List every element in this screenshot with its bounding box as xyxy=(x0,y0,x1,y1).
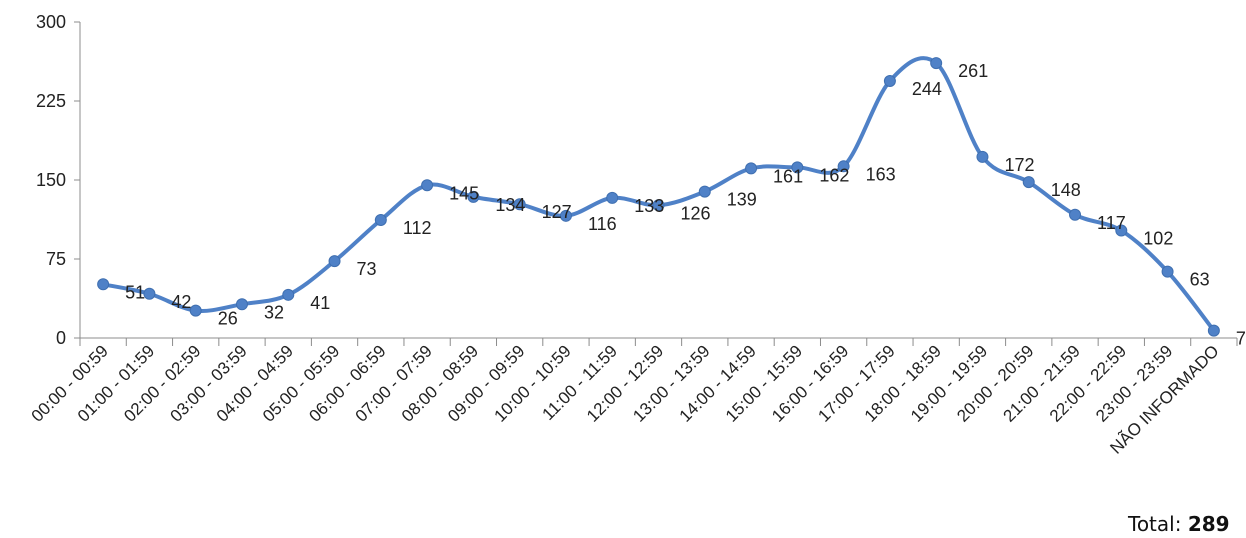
y-tick-label: 150 xyxy=(36,170,66,190)
data-label: 42 xyxy=(171,292,191,312)
data-point xyxy=(374,214,387,227)
data-point xyxy=(559,209,572,222)
y-tick-label: 75 xyxy=(46,249,66,269)
data-label: 244 xyxy=(912,79,942,99)
data-point xyxy=(1069,208,1082,221)
data-point xyxy=(883,74,896,87)
data-label: 32 xyxy=(264,302,284,322)
data-point xyxy=(837,160,850,173)
data-label: 51 xyxy=(125,282,145,302)
data-label: 163 xyxy=(866,164,896,184)
data-point xyxy=(328,255,341,268)
data-label: 117 xyxy=(1097,213,1126,233)
data-label: 116 xyxy=(588,214,617,234)
data-point xyxy=(1022,176,1035,189)
data-label: 172 xyxy=(1004,155,1034,175)
data-label: 127 xyxy=(542,202,572,222)
data-point xyxy=(606,191,619,204)
total-label: Total: xyxy=(1128,512,1182,536)
total-footer: Total: 289 xyxy=(1128,512,1230,536)
data-point xyxy=(976,150,989,163)
data-point xyxy=(513,198,526,211)
data-label: 63 xyxy=(1190,270,1210,290)
data-point xyxy=(467,190,480,203)
data-point xyxy=(1115,224,1128,237)
data-label: 145 xyxy=(449,183,479,203)
data-point xyxy=(97,278,110,291)
chart-data-labels: 51 42 26 32 41 73 112 145 134 127 116 133 126 139 161 1… xyxy=(125,61,1246,349)
data-label: 126 xyxy=(681,203,711,223)
data-point xyxy=(235,298,248,311)
data-point xyxy=(930,57,943,70)
chart-series xyxy=(97,56,1220,337)
data-label: 73 xyxy=(357,259,377,279)
data-point xyxy=(745,162,758,175)
data-label: 161 xyxy=(773,166,803,186)
data-label: 261 xyxy=(958,61,988,81)
y-tick-label: 0 xyxy=(56,328,66,348)
data-label: 148 xyxy=(1051,180,1081,200)
data-point xyxy=(189,304,202,317)
data-label: 162 xyxy=(819,165,849,185)
data-label: 26 xyxy=(218,309,238,329)
data-label: 102 xyxy=(1143,229,1173,249)
data-point xyxy=(698,185,711,198)
series-line xyxy=(101,56,1216,333)
data-point xyxy=(791,161,804,174)
data-label: 139 xyxy=(727,190,757,210)
data-point xyxy=(282,288,295,301)
data-point xyxy=(1161,265,1174,278)
data-point xyxy=(143,287,156,300)
total-value: 289 xyxy=(1187,512,1230,536)
data-label: 7 xyxy=(1236,329,1246,349)
data-label: 112 xyxy=(403,218,432,238)
data-point xyxy=(652,199,665,212)
data-label: 133 xyxy=(634,196,664,216)
data-label: 134 xyxy=(495,195,525,215)
y-tick-label: 300 xyxy=(36,12,66,32)
data-point xyxy=(421,179,434,192)
data-label: 41 xyxy=(310,293,330,313)
data-point xyxy=(1207,324,1220,337)
y-tick-label: 225 xyxy=(36,91,66,111)
